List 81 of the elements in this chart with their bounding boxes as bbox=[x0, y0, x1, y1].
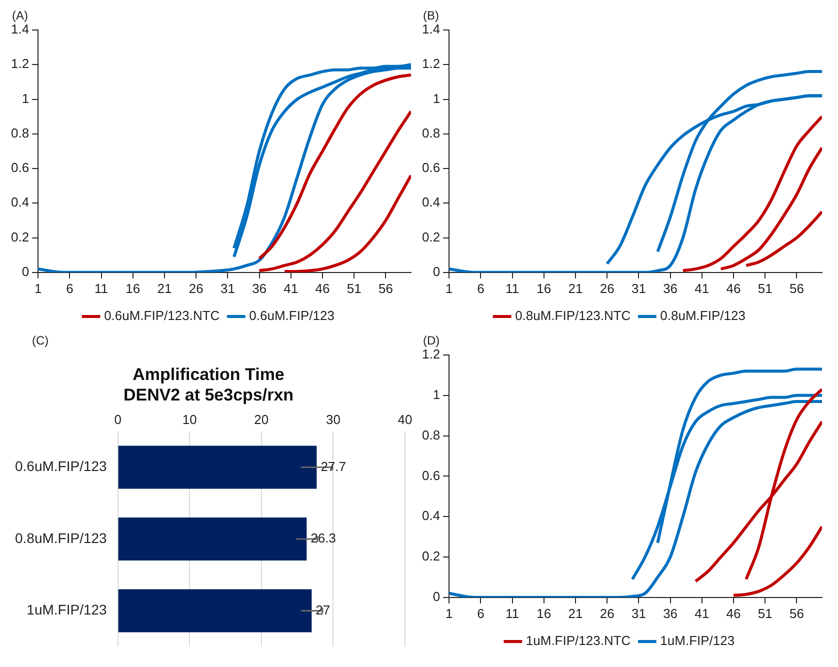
x-tick-label: 31 bbox=[631, 280, 646, 296]
x-tick-label: 36 bbox=[663, 606, 678, 621]
y-tick-label: 1 bbox=[22, 90, 30, 106]
x-tick-label: 40 bbox=[398, 412, 412, 428]
x-tick-label: 30 bbox=[326, 412, 340, 428]
y-tick-label: 1.2 bbox=[422, 56, 440, 72]
text: (B) bbox=[423, 8, 439, 22]
legend-label: 0.6uM.FIP/123.NTC bbox=[104, 308, 220, 324]
legend-label: 0.6uM.FIP/123 bbox=[249, 308, 334, 324]
x-tick-label: 0 bbox=[114, 412, 122, 428]
x-tick-label: 21 bbox=[157, 280, 172, 296]
y-tick-label: 0.8 bbox=[422, 427, 440, 442]
x-tick-label: 11 bbox=[94, 280, 108, 296]
y-tick-label: 0.6 bbox=[422, 468, 440, 483]
x-tick-label: 6 bbox=[477, 280, 484, 296]
legend-label: 1uM.FIP/123.NTC bbox=[526, 633, 631, 648]
data-label: 27.7 bbox=[320, 458, 346, 474]
y-tick-label: 1.2 bbox=[10, 56, 30, 72]
x-tick-label: 46 bbox=[315, 280, 330, 296]
x-tick-label: 26 bbox=[600, 280, 614, 296]
y-tick-label: 1.4 bbox=[10, 22, 30, 37]
x-tick-label: 16 bbox=[126, 280, 140, 296]
x-tick-label: 56 bbox=[378, 280, 393, 296]
x-tick-label: 26 bbox=[600, 606, 614, 621]
x-tick-label: 46 bbox=[726, 606, 741, 621]
x-tick-label: 6 bbox=[477, 606, 484, 621]
y-tick-label: 0.4 bbox=[422, 194, 440, 210]
y-tick-label: 0.8uM.FIP/123 bbox=[15, 530, 108, 546]
y-tick-label: 0.2 bbox=[422, 548, 440, 564]
y-tick-label: 0 bbox=[432, 588, 440, 604]
x-tick-label: 10 bbox=[182, 412, 197, 428]
text: (C) bbox=[32, 333, 49, 348]
y-tick-label: 1uM.FIP/123 bbox=[26, 602, 108, 618]
x-tick-label: 36 bbox=[252, 280, 267, 296]
y-tick-label: 0.6 bbox=[10, 160, 30, 176]
x-tick-label: 20 bbox=[254, 412, 269, 428]
x-tick-label: 46 bbox=[726, 280, 741, 296]
y-tick-label: 0.2 bbox=[422, 229, 440, 244]
x-tick-label: 56 bbox=[789, 606, 804, 621]
text: (D) bbox=[423, 333, 440, 348]
x-tick-label: 16 bbox=[536, 606, 552, 621]
x-tick-label: 26 bbox=[188, 280, 204, 296]
y-tick-label: 0.8 bbox=[422, 125, 440, 140]
x-tick-label: 1 bbox=[34, 280, 42, 296]
y-tick-label: 1.4 bbox=[422, 22, 440, 37]
x-tick-label: 41 bbox=[284, 280, 298, 296]
x-tick-label: 41 bbox=[694, 606, 710, 621]
x-tick-label: 56 bbox=[789, 280, 804, 296]
y-tick-label: 0 bbox=[22, 264, 30, 279]
chart-title: Amplification Time DENV2 at 5e3cps/rxn bbox=[123, 364, 294, 404]
x-tick-label: 41 bbox=[694, 280, 710, 296]
legend-label: 1uM.FIP/123 bbox=[660, 633, 735, 648]
y-tick-label: 1.2 bbox=[422, 346, 440, 362]
x-tick-label: 1 bbox=[445, 606, 453, 621]
y-tick-label: 0.8 bbox=[10, 125, 30, 140]
x-tick-label: 31 bbox=[631, 606, 646, 621]
text: (A) bbox=[12, 8, 28, 22]
data-label: 26.3 bbox=[310, 530, 336, 546]
x-tick-label: 11 bbox=[506, 280, 520, 296]
x-tick-label: 31 bbox=[220, 280, 235, 296]
x-tick-label: 21 bbox=[568, 606, 583, 621]
x-tick-label: 51 bbox=[758, 280, 772, 296]
legend-label: 0.8uM.FIP/123 bbox=[660, 308, 746, 324]
x-tick-label: 11 bbox=[506, 606, 520, 621]
x-tick-label: 36 bbox=[663, 280, 678, 296]
y-tick-label: 0.2 bbox=[10, 229, 30, 244]
y-tick-label: 0 bbox=[432, 264, 440, 279]
x-tick-label: 1 bbox=[445, 280, 453, 296]
x-tick-label: 16 bbox=[536, 280, 552, 296]
x-tick-label: 6 bbox=[66, 280, 74, 296]
x-tick-label: 51 bbox=[346, 280, 362, 296]
y-tick-label: 1 bbox=[432, 386, 440, 402]
y-tick-label: 1 bbox=[432, 90, 440, 106]
x-tick-label: 21 bbox=[568, 280, 583, 296]
y-tick-label: 0.6 bbox=[422, 160, 440, 176]
x-tick-label: 51 bbox=[758, 606, 772, 621]
y-tick-label: 0.4 bbox=[10, 194, 30, 210]
data-label: 27 bbox=[316, 602, 330, 618]
y-tick-label: 0.6uM.FIP/123 bbox=[15, 458, 108, 474]
y-tick-label: 0.4 bbox=[422, 508, 440, 524]
legend-label: 0.8uM.FIP/123.NTC bbox=[515, 308, 631, 324]
